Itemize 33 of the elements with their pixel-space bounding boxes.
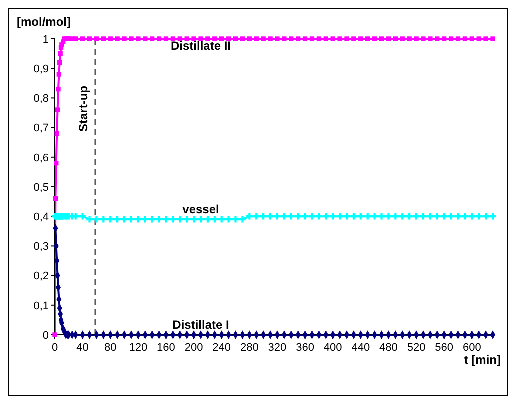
x-tick-label: 400 xyxy=(324,342,342,354)
x-tick-label: 480 xyxy=(380,342,398,354)
x-tick-label: 440 xyxy=(352,342,370,354)
y-axis-title: [mol/mol] xyxy=(17,15,71,29)
x-tick-label: 240 xyxy=(212,342,232,354)
y-tick-label: 0,7 xyxy=(34,122,49,135)
x-tick-label: 600 xyxy=(462,342,482,354)
x-tick-label: 560 xyxy=(435,342,454,354)
x-tick-label: 200 xyxy=(184,342,204,354)
series-label: vessel xyxy=(182,202,220,217)
series-label: Distillate I xyxy=(172,318,230,332)
y-tick-label: 0,5 xyxy=(34,182,49,194)
y-tick-label: 0,2 xyxy=(34,270,49,283)
x-tick-label: 40 xyxy=(76,342,89,354)
y-tick-label: 0 xyxy=(42,330,49,342)
x-tick-label: 0 xyxy=(52,342,58,354)
series-label: Distillate II xyxy=(170,39,232,53)
x-tick-label: 360 xyxy=(296,342,314,354)
x-tick-label: 320 xyxy=(268,342,287,354)
x-tick-label: 80 xyxy=(104,342,117,354)
y-tick-label: 0,6 xyxy=(34,152,49,164)
x-axis-title: t [min] xyxy=(464,353,501,367)
x-tick-label: 520 xyxy=(407,342,426,354)
x-tick-label: 160 xyxy=(157,342,176,354)
y-tick-label: 0,3 xyxy=(34,241,49,254)
y-tick-label: 0,9 xyxy=(34,64,49,76)
y-tick-label: 1 xyxy=(42,34,49,46)
y-tick-label: 0,8 xyxy=(34,93,49,106)
x-tick-label: 280 xyxy=(240,342,259,354)
y-tick-label: 0,1 xyxy=(34,300,49,312)
ref-line-label: Start-up xyxy=(76,86,90,132)
x-tick-label: 120 xyxy=(129,342,148,354)
y-tick-label: 0,4 xyxy=(34,212,49,224)
